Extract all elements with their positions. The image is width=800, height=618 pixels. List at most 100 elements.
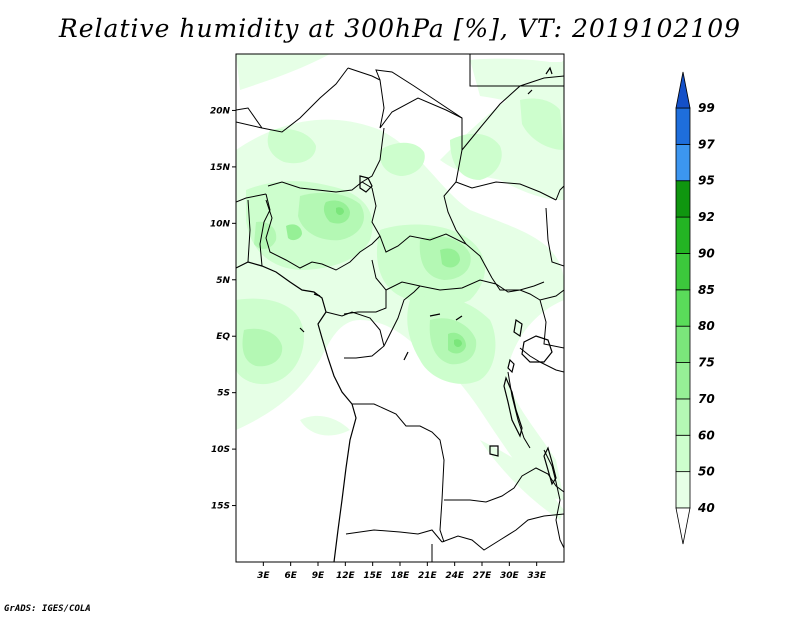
border-mali	[236, 107, 263, 129]
border-namibia	[345, 529, 443, 543]
lon-tick-label: 12E	[336, 571, 356, 581]
humidity-patch	[242, 328, 283, 367]
border-congo-drc	[383, 285, 421, 347]
colorbar-over-arrow	[675, 71, 691, 109]
map-title: Relative humidity at 300hPa [%], VT: 201…	[58, 14, 742, 43]
colorbar-label: 75	[698, 356, 715, 370]
border-sudan-ssudan	[455, 181, 557, 201]
colorbar-segment	[675, 398, 691, 436]
colorbar-label: 60	[698, 428, 715, 442]
border-ghana	[247, 199, 251, 263]
credit-text: GrADS: IGES/COLA	[4, 604, 91, 614]
border-zambia	[444, 467, 564, 503]
lon-tick-label: 27E	[473, 571, 493, 581]
border-rwanda-tz	[519, 347, 564, 373]
lake-albert	[513, 318, 523, 338]
humidity-patch	[454, 339, 462, 347]
colorbar-label: 80	[698, 319, 715, 333]
lon-tick-label: 15E	[363, 571, 383, 581]
lon-tick-label: 3E	[257, 571, 270, 581]
humidity-patch	[236, 54, 330, 90]
lake-tanganyika	[503, 376, 523, 438]
river-marks	[299, 293, 463, 361]
border-uganda-kenya	[539, 299, 564, 349]
border-gabon	[325, 311, 385, 359]
border-burkina	[236, 193, 267, 203]
lon-tick-label: 33E	[527, 571, 547, 581]
humidity-patch	[520, 98, 564, 150]
colorbar-segment	[675, 253, 691, 291]
lake-victoria	[521, 335, 553, 363]
humidity-patch	[450, 133, 502, 180]
border-libya	[347, 67, 463, 129]
colorbar-label: 90	[698, 246, 715, 260]
border-ssudan-ethiopia	[545, 207, 564, 267]
lon-tick-label: 24E	[445, 571, 465, 581]
humidity-patch	[480, 440, 564, 520]
lon-tick-label: 30E	[500, 571, 520, 581]
map-borders	[236, 54, 564, 562]
humidity-patch	[267, 128, 316, 164]
lat-tick-label: 10N	[210, 219, 231, 229]
border-nigeria-cameroon	[265, 199, 381, 271]
border-benin-togo	[259, 193, 271, 267]
border-chad-cameroon	[371, 187, 493, 279]
colorbar-label: 85	[698, 283, 715, 297]
lake-malawi	[543, 446, 557, 486]
colorbar-segment	[675, 143, 691, 182]
colorbar-segment	[675, 325, 691, 363]
humidity-patch	[379, 142, 425, 176]
humidity-field	[236, 54, 564, 520]
colorbar-label: 95	[698, 174, 715, 188]
colorbar-label: 99	[698, 101, 715, 115]
colorbar-under-arrow	[675, 507, 691, 545]
lon-tick-label: 21E	[418, 571, 438, 581]
lat-tick-label: 10S	[211, 445, 230, 455]
latitude-axis: 20N 15N 10N 5N EQ 5S 10S 15S	[210, 106, 236, 512]
border-chad-niger	[361, 127, 385, 183]
colorbar-label: 92	[698, 210, 715, 224]
colorbar-label: 50	[698, 465, 715, 479]
longitude-axis: 3E 6E 9E 12E 15E 18E 21E 24E 27E 30E 33E	[257, 562, 547, 581]
colorbar-segment	[675, 107, 691, 145]
colorbar-label: 97	[698, 137, 715, 151]
lon-tick-label: 18E	[391, 571, 411, 581]
colorbar-label: 70	[698, 392, 715, 406]
colorbar-segment	[675, 471, 691, 509]
border-car-congo	[385, 279, 545, 293]
lat-tick-label: 20N	[210, 106, 231, 116]
lat-tick-label: 5S	[217, 389, 230, 399]
border-egypt	[469, 54, 564, 87]
lake-mweru	[489, 445, 499, 457]
lon-tick-label: 9E	[312, 571, 325, 581]
colorbar-segment	[675, 289, 691, 327]
colorbar-segment	[675, 362, 691, 400]
lat-tick-label: 15N	[210, 163, 231, 173]
border-car-cameroon	[343, 259, 387, 315]
border-mozambique-malawi	[543, 449, 564, 549]
humidity-patch	[300, 415, 350, 436]
border-drc-angola	[352, 403, 445, 543]
humidity-patch	[440, 248, 460, 268]
colorbar-label: 40	[697, 501, 715, 515]
colorbar: 40 50 60 70 75 80 85 90 92 95 97 99	[675, 71, 715, 545]
humidity-patch	[336, 207, 344, 215]
colorbar-segment	[675, 216, 691, 254]
border-eritrea	[555, 185, 564, 201]
lat-tick-label: 15S	[211, 502, 230, 512]
humidity-patch	[286, 224, 302, 241]
colorbar-segment	[675, 180, 691, 218]
lake-kivu	[507, 358, 515, 374]
colorbar-segment	[675, 434, 691, 473]
lon-tick-label: 6E	[284, 571, 297, 581]
coastline-west	[236, 261, 357, 562]
humidity-patch	[254, 221, 277, 249]
lake-turkana	[527, 66, 553, 95]
border-sudan-east	[461, 75, 564, 151]
lat-tick-label: 5N	[216, 276, 230, 286]
lake-chad	[359, 175, 373, 193]
lat-tick-label: EQ	[216, 332, 230, 342]
border-zambia-zimbabwe	[441, 513, 564, 551]
border-ssudan-drc-uganda	[491, 277, 564, 301]
